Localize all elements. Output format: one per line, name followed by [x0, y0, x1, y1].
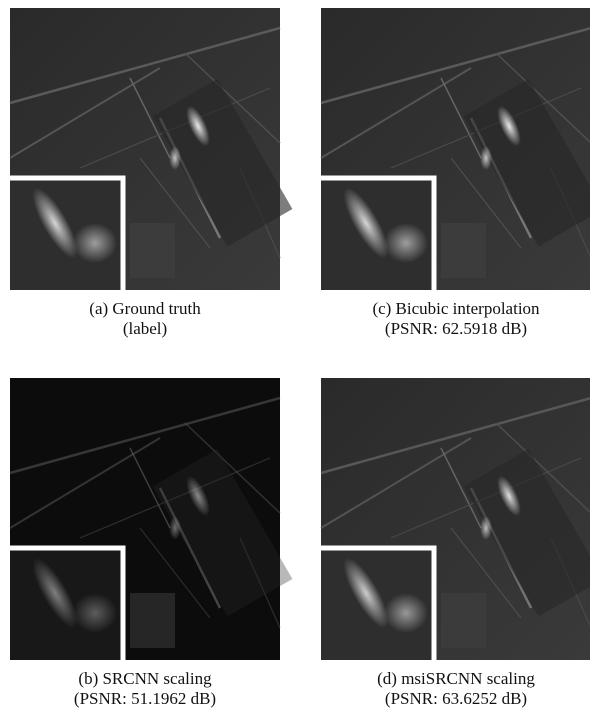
image-feature — [130, 593, 175, 648]
inset-highlight — [384, 593, 428, 633]
inset-highlight — [73, 223, 117, 263]
inset-highlight — [384, 223, 428, 263]
caption-line: (PSNR: 51.1962 dB) — [74, 689, 216, 708]
caption-line: (d) msiSRCNN scaling — [377, 669, 535, 688]
caption-line: (label) — [123, 319, 167, 338]
caption-line: (a) Ground truth — [89, 299, 201, 318]
image-highlight — [169, 146, 181, 170]
caption-line: (PSNR: 62.5918 dB) — [385, 319, 527, 338]
caption-line: (c) Bicubic interpolation — [372, 299, 540, 318]
image-highlight — [480, 146, 492, 170]
image-panel — [321, 378, 590, 660]
caption-line: (b) SRCNN scaling — [78, 669, 212, 688]
caption-line: (PSNR: 63.6252 dB) — [385, 689, 527, 708]
figure: (a) Ground truth(label) (c) Bicubic inter… — [0, 0, 590, 713]
image-panel — [10, 378, 292, 660]
image-feature — [441, 593, 486, 648]
inset-highlight — [73, 593, 117, 633]
image-highlight — [169, 516, 181, 540]
image-feature — [441, 223, 486, 278]
image-panel — [321, 8, 590, 290]
image-highlight — [480, 516, 492, 540]
image-panel — [10, 8, 292, 290]
image-feature — [130, 223, 175, 278]
